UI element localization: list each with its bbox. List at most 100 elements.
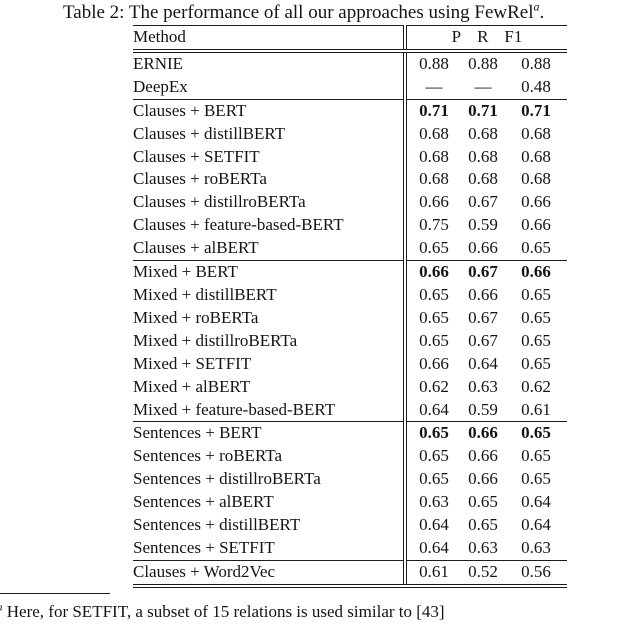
table-body: ERNIE 0.88 0.88 0.88 DeepEx — —0.48 Clauses + B… (133, 50, 567, 588)
f1-cell: 0.71 (521, 100, 551, 120)
table-row: Mixed + BERT 0.66 0.67 0.66 (133, 260, 567, 284)
f1-cell: 0.66 (521, 215, 551, 235)
precision-cell: 0.71 (403, 99, 461, 123)
method-cell: Mixed + SETFIT (133, 353, 252, 373)
recall-header: R (477, 27, 489, 46)
precision-cell: 0.66 (403, 191, 461, 215)
recall-cell: 0.66 (461, 237, 505, 262)
table-row: Sentences + distillroBERTa 0.65 0.66 0.65 (133, 468, 567, 492)
caption-footnote-marker: a (533, 0, 540, 14)
precision-cell: 0.65 (403, 421, 461, 446)
table-caption: Table 2: The performance of all our appr… (63, 0, 545, 24)
f1-cell: 0.64 (521, 492, 551, 512)
table-row: Sentences + alBERT 0.63 0.65 0.64 (133, 491, 567, 515)
recall-cell: 0.59 (468, 215, 498, 235)
f1-header: F1 (504, 27, 523, 46)
method-cell: Sentences + BERT (133, 423, 262, 443)
table-row: Clauses + BERT 0.71 0.71 0.71 (133, 99, 567, 123)
table-row: Clauses + feature-based-BERT 0.75 0.59 0.66 (133, 214, 567, 238)
method-cell: Clauses + distillBERT (133, 123, 286, 143)
f1-cell: 0.65 (521, 330, 551, 350)
recall-cell: 0.68 (468, 146, 498, 166)
caption-period: . (539, 2, 545, 23)
f1-cell: 0.68 (521, 169, 551, 189)
f1-cell: 0.65 (521, 469, 551, 489)
f1-cell: 0.65 (505, 237, 567, 262)
method-cell: Clauses + Word2Vec (133, 560, 405, 588)
f1-cell: 0.65 (521, 307, 551, 327)
recall-cell: 0.66 (468, 284, 498, 304)
method-cell: Sentences + distillBERT (133, 515, 301, 535)
recall-cell: 0.71 (468, 100, 498, 120)
precision-cell: 0.75 (403, 214, 461, 238)
precision-cell: 0.66 (403, 260, 461, 284)
precision-cell: 0.65 (403, 237, 461, 262)
footnote-marker: a (0, 601, 3, 613)
f1-cell: 0.63 (505, 536, 567, 561)
precision-cell: 0.66 (403, 352, 461, 376)
table-row: Sentences + distillBERT 0.64 0.65 0.64 (133, 514, 567, 537)
precision-cell: 0.64 (403, 536, 461, 561)
recall-cell: 0.65 (468, 515, 498, 535)
footnote-text: Here, for SETFIT, a subset of 15 relatio… (6, 602, 445, 621)
recall-cell: 0.68 (468, 169, 498, 189)
precision-cell: 0.65 (403, 445, 461, 469)
table-row: Sentences + SETFIT 0.64 0.63 0.63 (133, 536, 567, 561)
method-cell: ERNIE (133, 53, 184, 73)
method-cell: Mixed + alBERT (133, 376, 251, 396)
table-row: DeepEx — —0.48 (133, 75, 567, 100)
metrics-column-header: P R F1 (403, 24, 567, 53)
table-row: Mixed + alBERT 0.62 0.63 0.62 (133, 375, 567, 399)
results-table: Method P R F1 ERNIE 0.88 0.88 0.88 DeepEx — —0.4… (133, 24, 567, 588)
method-cell: Mixed + distillBERT (133, 284, 277, 304)
f1-cell: 0.61 (505, 398, 567, 423)
table-row: Sentences + roBERTa 0.65 0.66 0.65 (133, 445, 567, 469)
method-cell: Clauses + distillroBERTa (133, 192, 306, 212)
header-row: Method P R F1 (133, 24, 567, 53)
method-cell: Clauses + feature-based-BERT (133, 215, 344, 235)
f1-cell: 0.48 (505, 75, 567, 100)
recall-cell: 0.64 (468, 353, 498, 373)
table-row: Sentences + BERT 0.65 0.66 0.65 (133, 421, 567, 446)
recall-cell: — (461, 75, 505, 100)
f1-cell: 0.64 (521, 515, 551, 535)
precision-cell: 0.65 (403, 283, 461, 307)
precision-cell: 0.61 (403, 560, 461, 588)
table-row: Mixed + SETFIT 0.66 0.64 0.65 (133, 352, 567, 376)
precision-cell: 0.65 (403, 468, 461, 492)
precision-cell: 0.62 (403, 375, 461, 399)
table-row: Clauses + SETFIT 0.68 0.68 0.68 (133, 145, 567, 169)
method-cell: Mixed + feature-based-BERT (133, 398, 405, 423)
table-row: Mixed + feature-based-BERT 0.64 0.59 0.61 (133, 398, 567, 423)
table-row: Clauses + roBERTa 0.68 0.68 0.68 (133, 168, 567, 192)
method-cell: Clauses + SETFIT (133, 146, 260, 166)
precision-cell: — (403, 75, 461, 100)
recall-cell: 0.88 (468, 53, 498, 73)
method-cell: Sentences + roBERTa (133, 446, 283, 466)
recall-cell: 0.63 (468, 376, 498, 396)
recall-cell: 0.66 (468, 469, 498, 489)
table-row: Mixed + roBERTa 0.65 0.67 0.65 (133, 306, 567, 330)
f1-cell: 0.88 (521, 53, 551, 73)
recall-cell: 0.59 (461, 398, 505, 423)
recall-cell: 0.67 (468, 330, 498, 350)
method-cell: DeepEx (133, 75, 405, 100)
table-row: Clauses + Word2Vec 0.61 0.52 0.56 (133, 560, 567, 588)
footnote-separator (0, 593, 110, 594)
method-cell: Mixed + distillroBERTa (133, 330, 298, 350)
precision-cell: 0.63 (403, 491, 461, 515)
recall-cell: 0.66 (468, 423, 498, 443)
f1-cell: 0.65 (521, 423, 551, 443)
table-row: Clauses + distillroBERTa 0.66 0.67 0.66 (133, 191, 567, 215)
method-cell: Clauses + roBERTa (133, 169, 267, 189)
f1-cell: 0.65 (521, 284, 551, 304)
precision-header: P (451, 27, 462, 46)
method-cell: Clauses + alBERT (133, 237, 405, 262)
method-cell: Clauses + BERT (133, 100, 247, 120)
recall-cell: 0.67 (468, 192, 498, 212)
table-row: Mixed + distillroBERTa 0.65 0.67 0.65 (133, 329, 567, 353)
f1-cell: 0.66 (521, 262, 551, 282)
method-column-header: Method (133, 24, 405, 53)
precision-cell: 0.65 (403, 329, 461, 353)
f1-cell: 0.65 (521, 353, 551, 373)
